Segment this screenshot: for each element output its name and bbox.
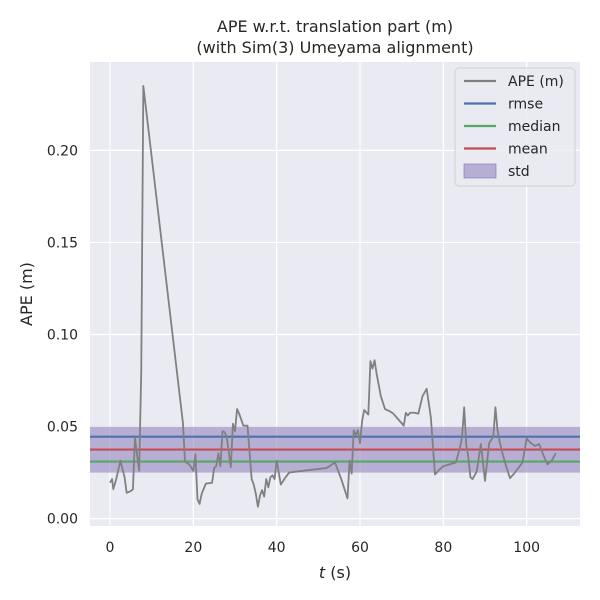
x-tick-label: 20 (184, 540, 202, 556)
x-axis-title-var: t (319, 563, 326, 582)
series-layer (109, 85, 557, 508)
legend-label-mean: mean (508, 142, 548, 158)
legend-swatch-std (463, 163, 497, 179)
y-tick-label: 0.00 (47, 512, 78, 528)
y-tick-label: 0.10 (47, 328, 78, 344)
x-tick-label: 60 (351, 540, 369, 556)
x-tick-label: 100 (513, 540, 540, 556)
legend-label-rmse: rmse (508, 97, 543, 113)
ape-series-line (109, 85, 557, 508)
chart-title-line-1: APE w.r.t. translation part (m) (217, 17, 453, 36)
x-axis-title: t (s) (319, 563, 351, 582)
y-tick-label: 0.15 (47, 235, 78, 251)
y-tick-label: 0.05 (47, 420, 78, 436)
x-tick-label: 0 (106, 540, 115, 556)
legend-label-std: std (508, 164, 530, 180)
x-tick-label: 80 (434, 540, 452, 556)
legend-label-median: median (508, 119, 560, 135)
legend: APE (m) rmse median mean std (454, 67, 576, 187)
y-axis-title: APE (m) (17, 262, 36, 326)
chart-title-line-2: (with Sim(3) Umeyama alignment) (196, 38, 473, 57)
x-tick-label: 40 (268, 540, 286, 556)
x-axis-title-unit: (s) (325, 563, 351, 582)
ticks-layer: 0 20 40 60 80 100 0.00 0.05 0.10 0.15 0.20 (47, 143, 540, 556)
legend-label-ape: APE (m) (508, 74, 564, 90)
y-tick-label: 0.20 (47, 143, 78, 159)
legend-box (454, 67, 576, 187)
